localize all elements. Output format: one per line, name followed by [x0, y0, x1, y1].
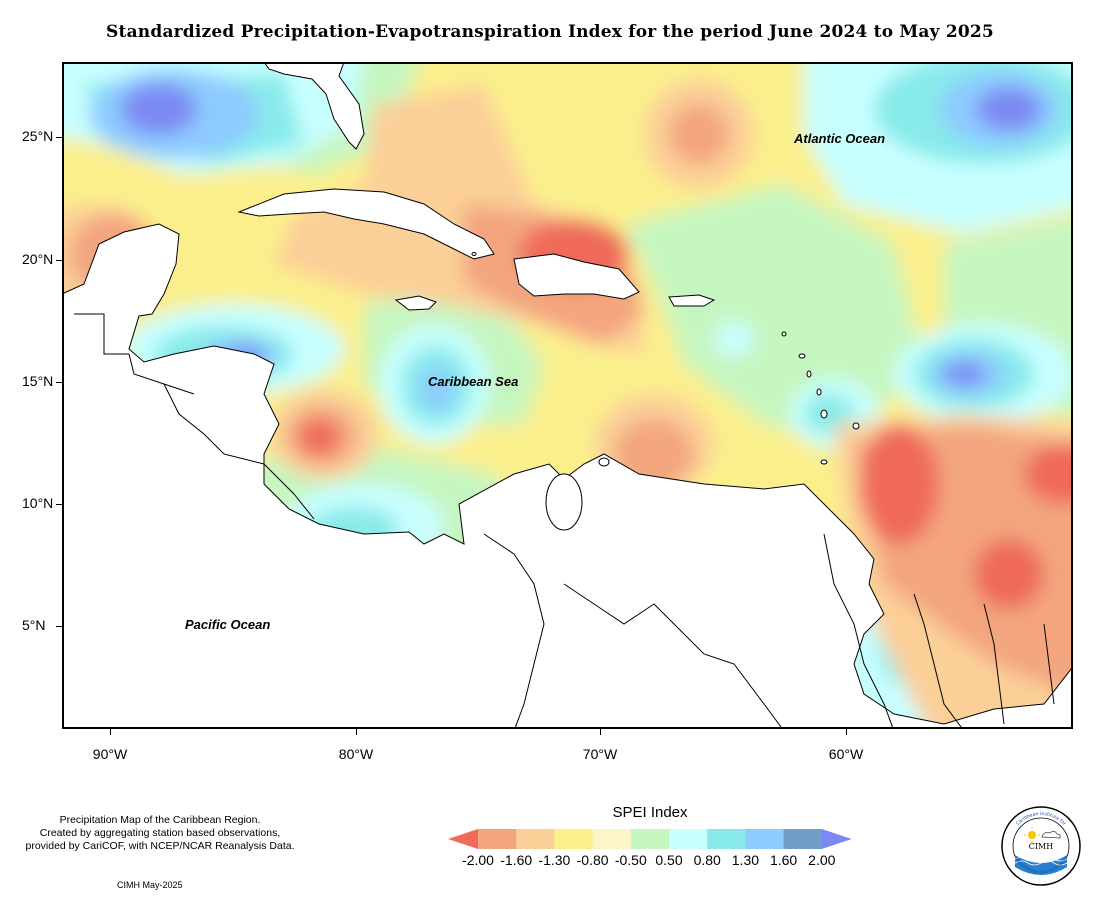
lon-label-70w: 70°W	[582, 746, 618, 762]
credit-date: CIMH May-2025	[117, 880, 183, 890]
lat-tick	[56, 137, 62, 138]
label-pacific-ocean: Pacific Ocean	[185, 617, 271, 632]
legend-cell	[592, 829, 632, 849]
lon-label-80w: 80°W	[338, 746, 374, 762]
map-title: Standardized Precipitation-Evapotranspir…	[106, 22, 994, 42]
legend-cell	[516, 829, 555, 849]
legend-tick-label: 2.00	[808, 852, 836, 868]
lat-tick	[56, 382, 62, 383]
legend-tick-label: 0.50	[655, 852, 683, 868]
legend-colorbar	[448, 829, 852, 849]
legend-cell	[707, 829, 746, 849]
legend-tick-label: 0.80	[693, 852, 721, 868]
credit-line-3: provided by CariCOF, with NCEP/NCAR Rean…	[25, 840, 295, 852]
lon-label-90w: 90°W	[92, 746, 128, 762]
lon-label-60w: 60°W	[828, 746, 864, 762]
lon-tick	[110, 729, 111, 735]
label-caribbean-sea: Caribbean Sea	[428, 374, 519, 389]
lon-tick	[846, 729, 847, 735]
legend-cell	[630, 829, 670, 849]
legend-tick-label: -2.00	[462, 852, 494, 868]
country-borders	[74, 313, 1055, 727]
cimh-logo: CIMH Caribbean Institute for Meteorology…	[1001, 806, 1081, 886]
lon-tick	[356, 729, 357, 735]
lat-label-20n: 20°N	[22, 251, 54, 267]
credit-line-2: Created by aggregating station based obs…	[39, 827, 281, 839]
lat-label-25n: 25°N	[22, 128, 54, 144]
legend-cell	[745, 829, 785, 849]
legend-cell	[478, 829, 517, 849]
legend-cell	[821, 829, 852, 849]
legend-cell	[554, 829, 594, 849]
credit-line-1: Precipitation Map of the Caribbean Regio…	[59, 814, 261, 826]
credit-block: Precipitation Map of the Caribbean Regio…	[10, 814, 310, 853]
legend-cell	[783, 829, 823, 849]
label-atlantic-ocean: Atlantic Ocean	[794, 131, 886, 146]
legend-tick-label: -0.80	[576, 852, 609, 868]
legend-tick-label: 1.60	[769, 852, 798, 868]
legend-cell	[448, 829, 478, 849]
lat-tick	[56, 626, 62, 627]
legend-tick-label: -0.50	[614, 852, 647, 868]
legend-tick-label: -1.30	[538, 852, 571, 868]
lat-label-10n: 10°N	[22, 495, 54, 511]
legend-tick-label: -1.60	[500, 852, 533, 868]
lat-tick	[56, 260, 62, 261]
lat-label-5n: 5°N	[22, 617, 46, 633]
lon-tick	[600, 729, 601, 735]
legend-title: SPEI Index	[612, 804, 688, 821]
land-outlines	[64, 64, 1071, 727]
legend-cell	[669, 829, 708, 849]
lat-label-15n: 15°N	[22, 373, 54, 389]
lat-tick	[56, 504, 62, 505]
spei-map	[62, 62, 1073, 729]
logo-text: CIMH	[1029, 842, 1053, 851]
legend-tick-label: 1.30	[731, 852, 760, 868]
